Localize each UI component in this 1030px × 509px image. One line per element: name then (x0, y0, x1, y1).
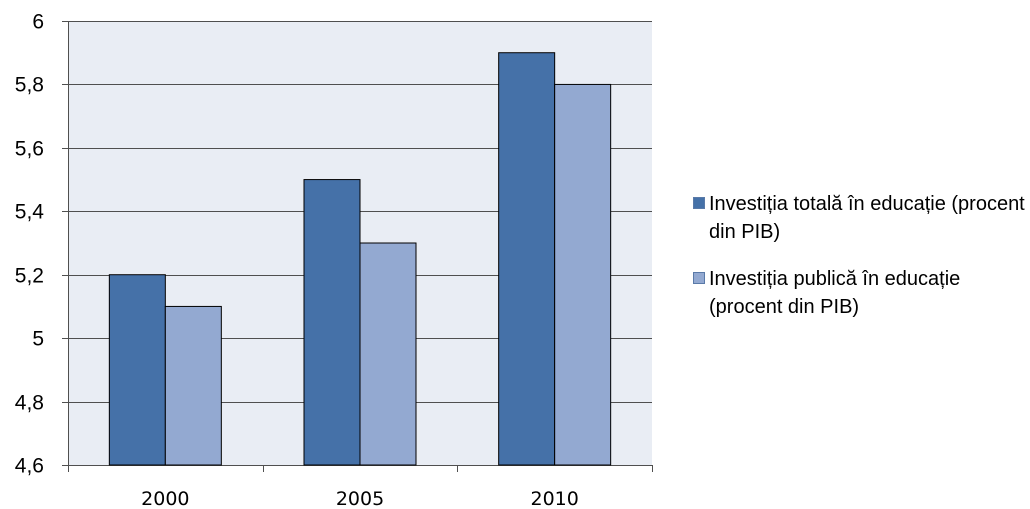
bar-total-2005 (303, 179, 361, 466)
bar-total-2010 (498, 52, 556, 466)
bar-public-2010 (554, 83, 612, 466)
legend-label-total: Investiția totală în educație (procent d… (709, 193, 1025, 243)
y-tick-label: 5 (32, 328, 44, 351)
y-tick-label: 5,8 (15, 74, 44, 97)
x-tick-label: 2010 (530, 488, 578, 509)
x-tick-label: 2005 (336, 488, 384, 509)
bar-public-2005 (359, 242, 417, 466)
bar-total-2000 (108, 274, 166, 466)
y-tick-label: 4,6 (15, 455, 44, 478)
legend-item-public: Investiția publică în educație (procent … (693, 265, 1028, 321)
y-tick-label: 5,6 (15, 138, 44, 161)
legend-swatch-public (693, 272, 705, 284)
y-tick-label: 5,2 (15, 265, 44, 288)
y-tick-label: 5,4 (15, 201, 45, 224)
legend-item-total: Investiția totală în educație (procent d… (693, 190, 1028, 246)
bar-public-2000 (164, 305, 222, 466)
x-tick-label: 2000 (141, 488, 189, 509)
legend-label-public: Investiția publică în educație (procent … (709, 268, 961, 318)
y-tick-label: 4,8 (15, 392, 44, 415)
y-tick-label: 6 (32, 11, 44, 34)
chart-legend: Investiția totală în educație (procent d… (693, 190, 1028, 340)
legend-swatch-total (693, 197, 705, 209)
